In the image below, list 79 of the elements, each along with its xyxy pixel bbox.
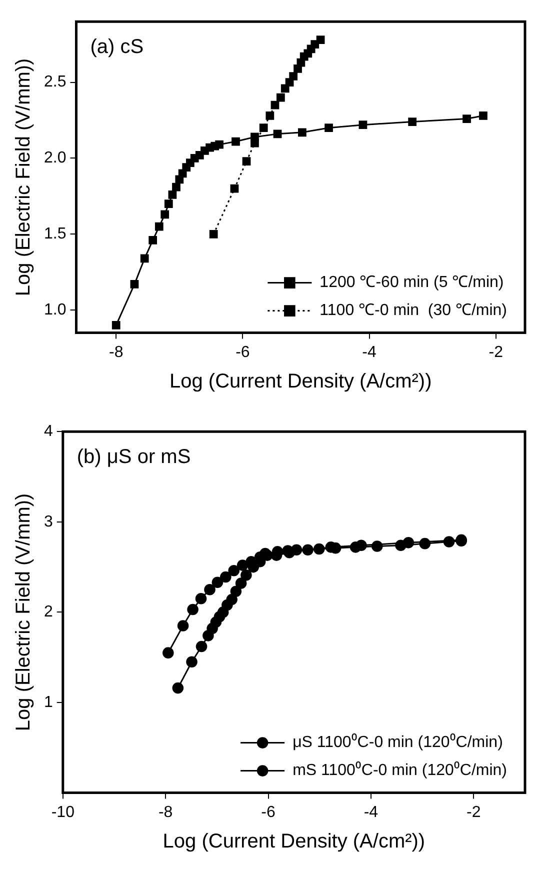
point	[187, 604, 198, 616]
point	[280, 84, 290, 93]
y-tick-label: 2.0	[44, 150, 66, 167]
x-tick-label: -8	[109, 344, 124, 361]
point	[212, 576, 224, 588]
y-tick-label: 3	[44, 513, 53, 530]
point	[196, 640, 208, 652]
point	[358, 120, 368, 130]
x-tick-label: -2	[488, 344, 504, 361]
x-axis-title: Log (Current Density (A/cm²))	[162, 830, 426, 853]
point	[172, 682, 184, 694]
legend-label: mS 1100⁰C-0 min (120⁰C/min)	[292, 761, 507, 780]
y-tick-label: 1.0	[44, 301, 66, 318]
x-tick-label: -4	[362, 344, 377, 361]
point	[232, 137, 240, 146]
x-tick-label: -8	[158, 804, 173, 821]
point	[240, 570, 252, 581]
point	[276, 93, 285, 102]
x-tick-label: -6	[261, 804, 276, 821]
point	[266, 112, 274, 120]
annotation: (a) cS	[90, 36, 144, 58]
annotation: (b) μS or mS	[76, 446, 191, 468]
point	[316, 36, 325, 44]
point	[270, 100, 280, 110]
x-tick-label: -10	[51, 804, 75, 821]
point	[290, 544, 302, 556]
y-tick-label: 1.5	[44, 226, 66, 243]
point	[154, 222, 164, 231]
point	[186, 656, 198, 668]
point	[160, 210, 170, 219]
point	[195, 593, 207, 604]
point	[250, 132, 259, 142]
point	[204, 584, 216, 596]
point	[371, 540, 383, 552]
point	[350, 542, 362, 553]
point	[220, 571, 232, 583]
point	[172, 182, 180, 192]
point	[228, 565, 240, 576]
point	[140, 254, 149, 263]
legend-label: μS 1100⁰C-0 min (120⁰C/min)	[292, 733, 503, 752]
point	[462, 114, 471, 123]
point	[408, 118, 417, 126]
y-tick-label: 2.5	[44, 74, 66, 91]
point	[242, 157, 251, 166]
y-tick-label: 1	[44, 694, 53, 711]
x-axis-title: Log (Current Density (A/cm²))	[169, 370, 432, 393]
point	[324, 124, 333, 132]
x-tick-label: -4	[364, 804, 378, 821]
legend-label: 1200 ℃-60 min (5 ℃/min)	[320, 274, 504, 292]
point	[112, 321, 120, 330]
point	[289, 72, 298, 80]
y-axis-title: Log (Electric Field (V/mm))	[12, 58, 35, 296]
point	[162, 647, 174, 658]
point	[215, 140, 224, 149]
point	[230, 184, 239, 193]
point	[164, 200, 173, 208]
point	[148, 236, 158, 244]
point	[130, 280, 139, 288]
legend-label: 1100 ℃-0 min (30 ℃/min)	[320, 302, 508, 320]
point	[395, 540, 406, 552]
point	[177, 620, 189, 632]
point	[230, 586, 242, 598]
point	[259, 124, 268, 132]
point	[168, 190, 177, 199]
point	[419, 538, 431, 550]
point	[479, 112, 488, 120]
y-tick-label: 4	[44, 423, 53, 440]
y-axis-title: Log (Electric Field (V/mm))	[12, 493, 35, 732]
point	[298, 128, 306, 137]
point	[313, 543, 325, 555]
y-tick-label: 2	[44, 604, 53, 621]
point	[209, 230, 218, 238]
point	[443, 536, 455, 548]
x-tick-label: -2	[466, 804, 481, 821]
point	[236, 560, 248, 571]
point	[235, 578, 247, 589]
x-tick-label: -6	[236, 344, 250, 361]
point	[273, 130, 282, 138]
point	[226, 594, 238, 606]
